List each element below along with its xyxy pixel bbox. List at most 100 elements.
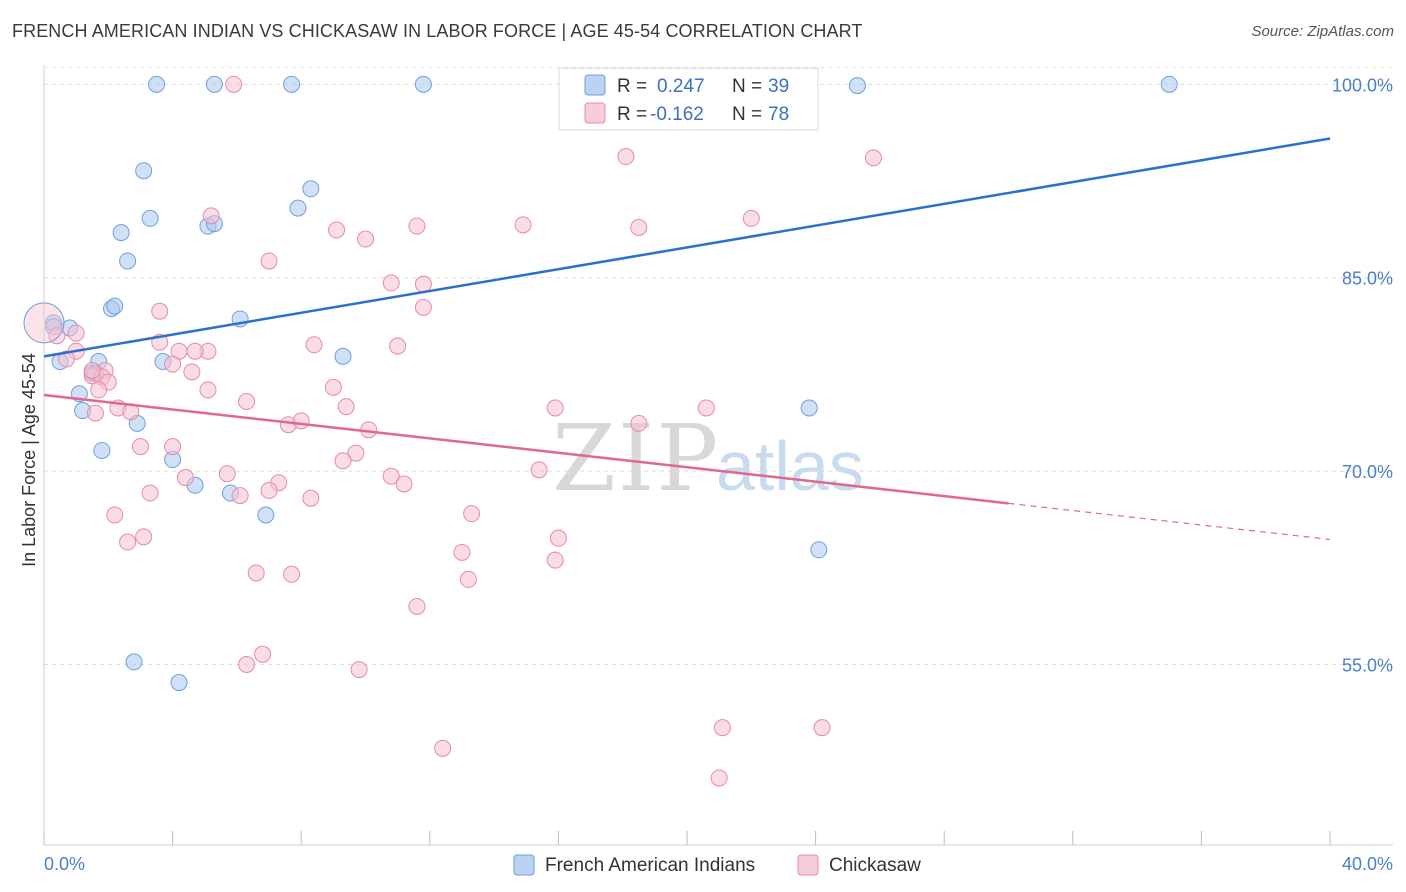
point-chickasaw [463, 505, 481, 523]
point-chickasaw [238, 656, 256, 674]
point-chickasaw [225, 75, 243, 93]
y-tick-label: 55.0% [1342, 656, 1393, 676]
point-french [205, 75, 223, 93]
source-label: Source: ZipAtlas.com [1251, 23, 1394, 40]
point-french [170, 674, 188, 692]
point-french [283, 75, 301, 93]
trend-line-chickasaw-extension [1008, 502, 1331, 541]
point-chickasaw [546, 551, 564, 569]
y-tick-labels: 55.0% 70.0% 85.0% 100.0% [1332, 75, 1393, 675]
point-chickasaw [414, 275, 432, 293]
x-tick-min: 0.0% [44, 854, 85, 874]
point-french [148, 75, 166, 93]
legend-n-value: 39 [768, 76, 789, 97]
point-french [119, 252, 137, 270]
point-chickasaw [357, 230, 374, 248]
point-chickasaw [106, 506, 124, 524]
watermark-atlas: atlas [716, 427, 864, 505]
point-french [93, 441, 111, 459]
point-chickasaw [67, 324, 85, 342]
point-chickasaw [328, 221, 346, 239]
y-tick-label: 85.0% [1342, 269, 1393, 289]
x-tick-max: 40.0% [1342, 854, 1393, 874]
point-chickasaw [302, 489, 320, 507]
point-chickasaw [350, 661, 368, 679]
point-chickasaw [546, 399, 564, 417]
point-chickasaw [630, 218, 648, 236]
point-chickasaw [183, 363, 201, 381]
point-french [289, 199, 307, 217]
point-chickasaw [90, 381, 108, 399]
legend-swatch-french [584, 74, 606, 96]
point-chickasaw [742, 209, 760, 227]
correlation-legend: R = 0.247 N = 39 R = -0.162 N = 78 [558, 67, 819, 131]
point-chickasaw [218, 465, 236, 483]
legend-label-chickasaw: Chickasaw [829, 855, 921, 876]
point-chickasaw [514, 216, 532, 234]
point-french [810, 541, 828, 559]
y-tick-label: 70.0% [1342, 462, 1393, 482]
point-french [106, 297, 124, 315]
point-chickasaw [324, 378, 342, 396]
y-axis-label: In Labor Force | Age 45-54 [19, 353, 39, 567]
point-chickasaw [382, 274, 400, 292]
legend-r-label: R = [617, 104, 647, 125]
legend-n-label: N = [732, 104, 762, 125]
point-chickasaw [135, 528, 153, 546]
y-tick-label: 100.0% [1332, 75, 1393, 95]
legend-r-value: -0.162 [650, 104, 704, 125]
point-chickasaw [119, 533, 137, 551]
point-chickasaw [382, 467, 400, 485]
point-chickasaw [254, 645, 272, 663]
point-chickasaw [408, 217, 426, 235]
point-chickasaw [238, 392, 256, 410]
point-french [302, 180, 320, 198]
legend-label-french: French American Indians [545, 855, 755, 876]
point-chickasaw [131, 438, 149, 456]
series-legend: French American Indians Chickasaw [513, 854, 921, 876]
point-chickasaw [186, 342, 204, 360]
point-french [141, 209, 159, 227]
point-chickasaw [337, 398, 355, 416]
points-layer [23, 75, 1178, 787]
trend-line-chickasaw [43, 393, 1009, 505]
point-chickasaw [283, 565, 301, 583]
point-chickasaw [305, 336, 323, 354]
legend-swatch-chickasaw-bottom [797, 854, 819, 876]
point-french [414, 75, 432, 93]
point-chickasaw [202, 207, 220, 225]
trend-layer [43, 137, 1331, 541]
point-chickasaw [395, 475, 413, 493]
point-chickasaw [48, 327, 66, 345]
point-chickasaw [710, 769, 728, 787]
legend-swatch-french-bottom [513, 854, 535, 876]
point-chickasaw [151, 302, 169, 320]
legend-r-label: R = [617, 76, 647, 97]
point-chickasaw [176, 469, 194, 487]
point-chickasaw [164, 355, 182, 373]
point-chickasaw [141, 484, 159, 502]
point-chickasaw [260, 481, 278, 499]
point-chickasaw [549, 529, 567, 547]
point-french [135, 162, 153, 180]
point-french [848, 77, 866, 95]
point-french [112, 224, 130, 242]
point-chickasaw [617, 148, 635, 166]
legend-swatch-chickasaw [584, 102, 606, 124]
point-french [800, 399, 818, 417]
point-chickasaw [630, 414, 648, 432]
point-chickasaw [292, 412, 310, 430]
point-chickasaw [434, 739, 452, 757]
point-chickasaw [813, 719, 831, 737]
point-chickasaw [83, 362, 101, 380]
point-chickasaw [334, 452, 352, 470]
point-chickasaw [58, 350, 76, 368]
legend-n-label: N = [732, 76, 762, 97]
legend-r-value: 0.247 [657, 76, 705, 97]
point-chickasaw [713, 719, 731, 737]
point-chickasaw [260, 252, 278, 270]
point-chickasaw [347, 444, 365, 462]
point-chickasaw [164, 438, 182, 456]
legend-n-value: 78 [768, 104, 789, 125]
